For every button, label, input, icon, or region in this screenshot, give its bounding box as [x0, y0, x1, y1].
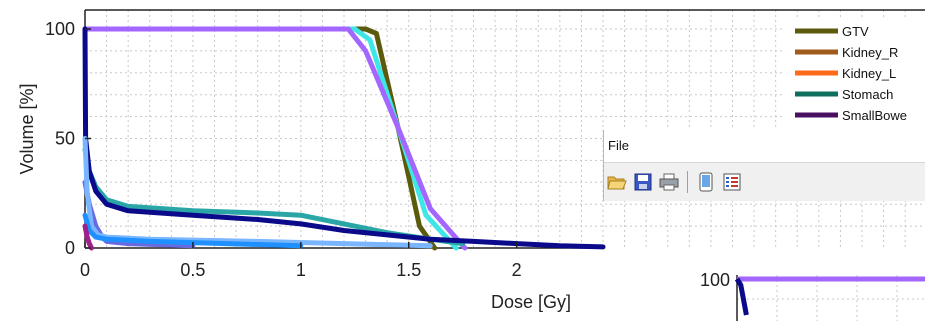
y-tick-label: 0 [65, 238, 75, 258]
series-line-9 [82, 223, 94, 251]
mini-series-layer [734, 276, 925, 316]
legend-label: SmallBowe [842, 108, 907, 123]
series-line-8 [82, 212, 304, 249]
phone-view-icon[interactable] [695, 171, 717, 193]
toolbar-window: File [603, 130, 925, 201]
y-tick-label: 50 [55, 129, 75, 149]
toolbar-separator [687, 171, 688, 193]
toolbar [604, 163, 925, 201]
mini-series-line-2 [734, 277, 749, 316]
legend: GTV Kidney_R Kidney_L Stomach SmallBowe [785, 17, 925, 139]
x-tick-label: 0 [80, 260, 90, 280]
mini-y-tick-label: 100 [700, 270, 730, 290]
mini-chart-grid [737, 275, 925, 321]
x-tick-labels: 0 0.5 1 1.5 2 [80, 242, 522, 280]
x-axis-title: Dose [Gy] [491, 292, 571, 312]
y-tick-label: 100 [45, 19, 75, 39]
y-tick-labels: 0 50 100 [45, 19, 91, 258]
x-tick-label: 2 [512, 260, 522, 280]
x-tick-label: 0.5 [180, 260, 205, 280]
legend-label: Kidney_R [842, 45, 898, 60]
series-line-3 [82, 26, 468, 251]
mini-y-tick-labels: 100 [700, 270, 730, 290]
menu-file[interactable]: File [608, 138, 629, 153]
series-layer [82, 26, 606, 251]
x-tick-label: 1 [296, 260, 306, 280]
folder-open-icon[interactable] [606, 171, 628, 193]
legend-label: Stomach [842, 87, 893, 102]
y-axis-title: Volume [%] [17, 83, 37, 174]
series-line-5 [82, 26, 606, 250]
menu-bar: File [604, 130, 925, 163]
legend-label: Kidney_L [842, 66, 896, 81]
legend-label: GTV [842, 24, 869, 39]
save-icon[interactable] [632, 171, 654, 193]
print-icon[interactable] [658, 171, 680, 193]
x-tick-label: 1.5 [396, 260, 421, 280]
mini-dvh-chart: 100 [700, 270, 925, 321]
list-view-icon[interactable] [721, 171, 743, 193]
